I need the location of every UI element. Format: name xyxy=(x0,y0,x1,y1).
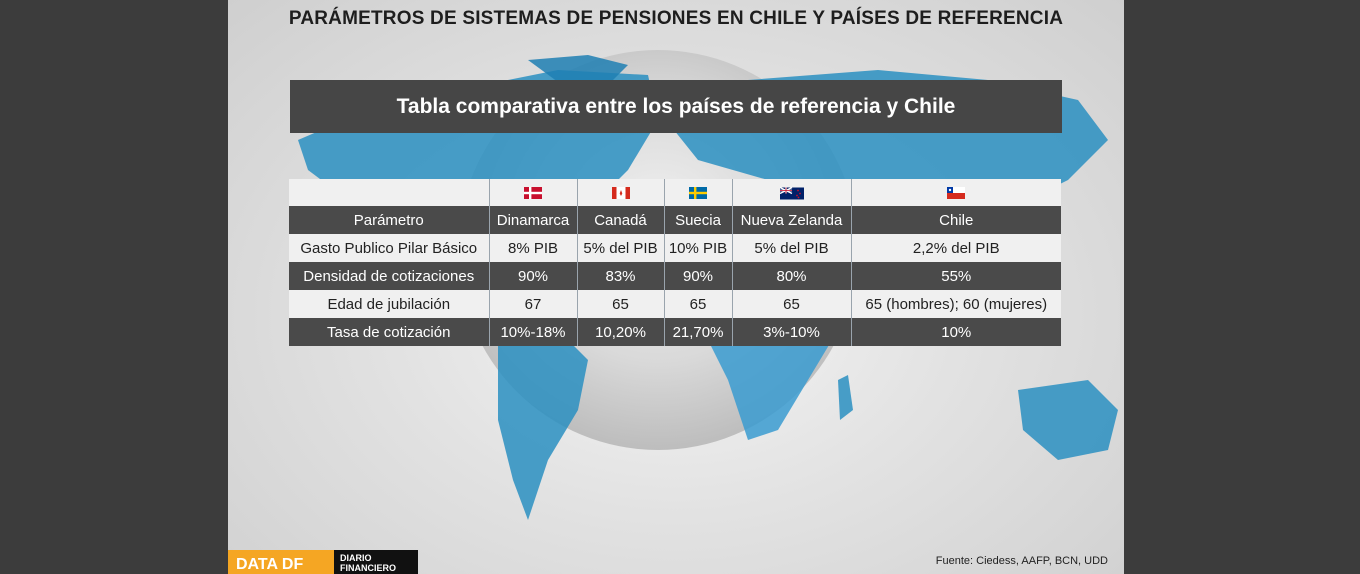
sweden-flag-icon xyxy=(689,187,707,200)
flag-cell-empty xyxy=(289,179,489,206)
table-cell: 21,70% xyxy=(663,318,732,346)
map-madagascar xyxy=(838,375,853,420)
comparison-table: Parámetro Dinamarca Canadá Suecia Nueva … xyxy=(289,179,1061,346)
header-cell: Dinamarca xyxy=(488,206,577,234)
data-df-logo: DATA DF DIARIO FINANCIERO xyxy=(228,550,418,574)
flags-row xyxy=(289,179,1061,206)
map-greenland xyxy=(528,55,628,85)
header-cell: Canadá xyxy=(576,206,664,234)
table-cell: 2,2% del PIB xyxy=(850,234,1061,262)
source-note: Fuente: Ciedess, AAFP, BCN, UDD xyxy=(935,555,1108,567)
infographic-panel: PARÁMETROS DE SISTEMAS DE PENSIONES EN C… xyxy=(228,0,1124,574)
table-row: Edad de jubilación 67 65 65 65 65 (hombr… xyxy=(289,290,1061,318)
subtitle-text: Tabla comparativa entre los países de re… xyxy=(396,94,956,118)
page-title: PARÁMETROS DE SISTEMAS DE PENSIONES EN C… xyxy=(288,8,1064,29)
header-cell: Suecia xyxy=(663,206,732,234)
header-cell: Chile xyxy=(850,206,1061,234)
table-cell: 10% xyxy=(850,318,1061,346)
table-cell: 90% xyxy=(488,262,577,290)
canada-flag-icon xyxy=(611,187,630,200)
table-cell: 65 xyxy=(576,290,664,318)
header-cell: Parámetro xyxy=(289,206,489,234)
logo-brand-line2: FINANCIERO xyxy=(340,563,396,573)
flag-cell xyxy=(731,179,851,206)
table-cell: 65 (hombres); 60 (mujeres) xyxy=(850,290,1061,318)
logo-brand: DIARIO FINANCIERO xyxy=(334,550,418,574)
row-label: Edad de jubilación xyxy=(289,290,489,318)
flag-cell xyxy=(576,179,664,206)
table-header-row: Parámetro Dinamarca Canadá Suecia Nueva … xyxy=(289,206,1061,234)
new-zealand-flag-icon xyxy=(779,186,804,200)
table-row: Densidad de cotizaciones 90% 83% 90% 80%… xyxy=(289,262,1061,290)
chile-flag-icon xyxy=(947,187,966,200)
denmark-flag-icon xyxy=(524,187,542,200)
header-cell: Nueva Zelanda xyxy=(731,206,851,234)
flag-cell xyxy=(663,179,732,206)
table-cell: 55% xyxy=(850,262,1061,290)
flag-cell xyxy=(488,179,577,206)
logo-brand-line1: DIARIO xyxy=(340,553,372,563)
table-cell: 67 xyxy=(488,290,577,318)
logo-data-text: DATA DF xyxy=(228,550,334,574)
subtitle-banner: Tabla comparativa entre los países de re… xyxy=(290,80,1062,133)
table-row: Tasa de cotización 10%-18% 10,20% 21,70%… xyxy=(289,318,1061,346)
table-cell: 5% del PIB xyxy=(576,234,664,262)
map-south-america xyxy=(498,330,588,520)
table-cell: 5% del PIB xyxy=(731,234,851,262)
table-row: Gasto Publico Pilar Básico 8% PIB 5% del… xyxy=(289,234,1061,262)
row-label: Tasa de cotización xyxy=(289,318,489,346)
table-cell: 8% PIB xyxy=(488,234,577,262)
table-cell: 80% xyxy=(731,262,851,290)
table-cell: 10%-18% xyxy=(488,318,577,346)
table-cell: 10,20% xyxy=(576,318,664,346)
table-cell: 65 xyxy=(731,290,851,318)
row-label: Gasto Publico Pilar Básico xyxy=(289,234,489,262)
flag-cell xyxy=(850,179,1061,206)
row-label: Densidad de cotizaciones xyxy=(289,262,489,290)
table-cell: 3%-10% xyxy=(731,318,851,346)
table-cell: 65 xyxy=(663,290,732,318)
map-australia xyxy=(1018,380,1118,460)
table-cell: 10% PIB xyxy=(663,234,732,262)
table-cell: 90% xyxy=(663,262,732,290)
table-cell: 83% xyxy=(576,262,664,290)
